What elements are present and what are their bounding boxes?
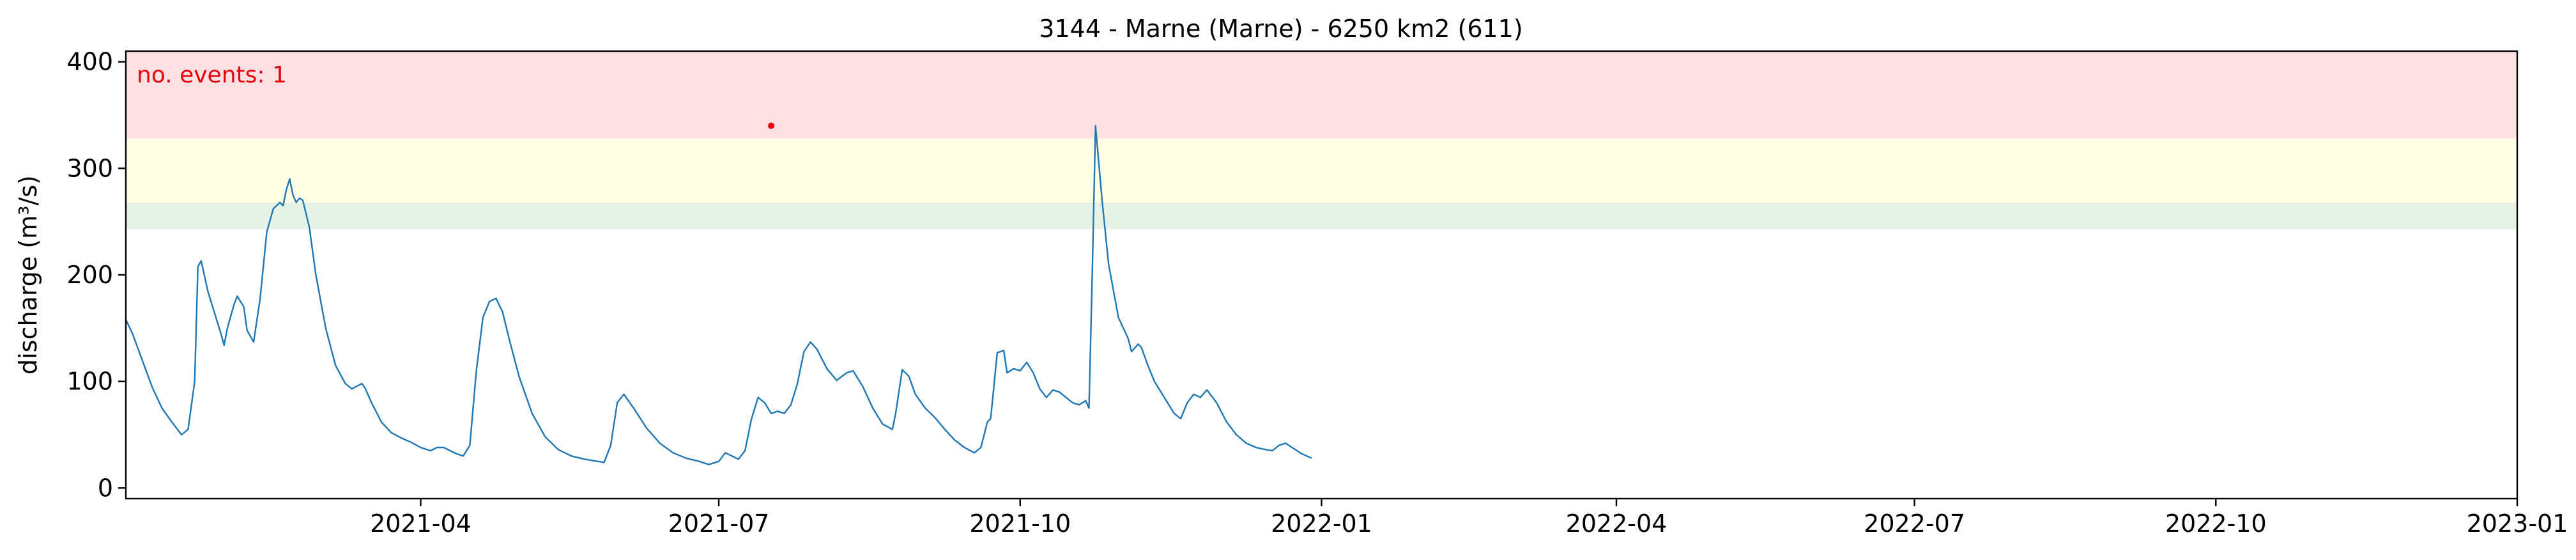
- x-tick-label-2021-10: 2021-10: [969, 509, 1071, 538]
- axis-ticks: 0 100 200 300 400 2021-04 2021-07 2021-10 2022-0…: [66, 48, 2568, 538]
- x-tick-label-2021-07: 2021-07: [668, 509, 770, 538]
- threshold-band-3: [126, 51, 2517, 139]
- chart-title: 3144 - Marne (Marne) - 6250 km2 (611): [1039, 15, 1522, 43]
- x-tick-label-2022-10: 2022-10: [2165, 509, 2267, 538]
- event-marker: [768, 122, 775, 129]
- y-axis-label: discharge (m³/s): [14, 175, 42, 375]
- discharge-line-1: [125, 125, 1312, 465]
- x-tick-label-2023-01: 2023-01: [2467, 509, 2568, 538]
- y-tick-label-0: 0: [98, 474, 113, 502]
- x-tick-label-2022-01: 2022-01: [1271, 509, 1372, 538]
- y-tick-label-400: 400: [66, 48, 113, 76]
- y-tick-label-200: 200: [66, 261, 113, 289]
- threshold-band-2: [126, 138, 2517, 203]
- threshold-band-1: [126, 202, 2517, 229]
- x-tick-label-2021-04: 2021-04: [370, 509, 471, 538]
- y-tick-label-300: 300: [66, 154, 113, 182]
- series-layer: [125, 125, 1312, 465]
- x-tick-label-2022-04: 2022-04: [1566, 509, 1667, 538]
- y-tick-label-100: 100: [66, 368, 113, 396]
- event-markers: [768, 122, 775, 129]
- event-count-annotation: no. events: 1: [137, 62, 287, 88]
- x-tick-label-2022-07: 2022-07: [1864, 509, 1965, 538]
- threshold-bands: [126, 51, 2517, 229]
